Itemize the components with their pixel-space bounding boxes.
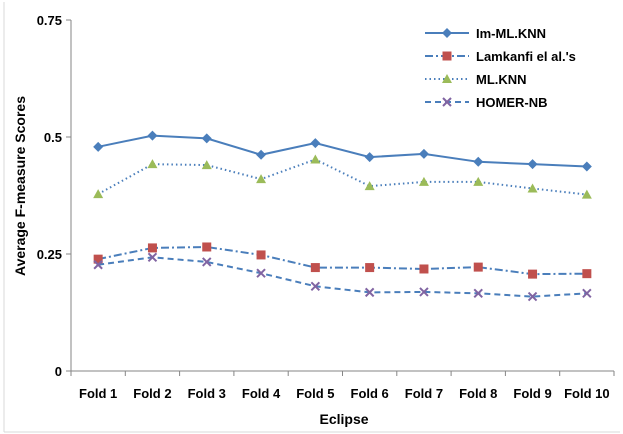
data-point (93, 260, 103, 270)
data-point (418, 176, 429, 186)
data-point (201, 160, 212, 170)
y-tick-label: 0 (55, 364, 62, 379)
data-point (582, 288, 592, 299)
data-point (527, 183, 538, 193)
data-point (419, 264, 429, 274)
data-point (201, 133, 212, 144)
series-line (98, 256, 587, 298)
data-point (418, 148, 429, 159)
legend-swatch-marker (442, 97, 452, 107)
legend-entry-1: Im-ML.KNN (425, 26, 546, 41)
data-point (364, 287, 375, 298)
data-point (528, 269, 538, 279)
x-tick-label: Fold 2 (133, 386, 171, 401)
data-point (364, 181, 375, 191)
legend-label: Im-ML.KNN (476, 26, 546, 41)
series-1 (93, 130, 592, 172)
legend-label: ML.KNN (476, 72, 527, 87)
data-point (310, 138, 321, 149)
data-point (582, 269, 592, 279)
legend-entry-3: ML.KNN (425, 72, 527, 87)
x-tick-label: Fold 6 (351, 386, 389, 401)
data-point (527, 291, 538, 302)
legend-swatch-marker (442, 74, 452, 83)
y-tick-label: 0.5 (44, 130, 62, 145)
series-line (97, 158, 587, 196)
data-point (147, 130, 158, 141)
series-layer (93, 130, 592, 302)
axes: 0 0.25 0.5 0.75 Fold 1 Fold 2 Fold 3 Fold 4 Fold… (37, 13, 615, 401)
data-point (147, 159, 158, 169)
y-tick-label: 0.25 (37, 247, 62, 262)
data-point (93, 254, 103, 264)
series-3 (93, 154, 592, 199)
series-4 (93, 252, 592, 302)
data-point (147, 252, 158, 262)
series-2 (93, 242, 592, 279)
data-point (256, 268, 266, 278)
data-point (581, 189, 592, 199)
data-point (473, 262, 483, 272)
legend-label: Lamkanfi el al.'s (476, 49, 576, 64)
legend-entry-4: HOMER-NB (425, 95, 548, 110)
data-point (256, 250, 266, 260)
legend-label: HOMER-NB (476, 95, 548, 110)
series-line (97, 134, 587, 168)
data-point (473, 288, 483, 299)
data-point (93, 141, 104, 152)
data-point (310, 263, 320, 273)
data-point (364, 152, 375, 163)
data-point (310, 154, 321, 164)
x-tick-label: Fold 9 (513, 386, 551, 401)
y-axis-title: Average F-measure Scores (12, 96, 28, 276)
x-tick-label: Fold 4 (242, 386, 281, 401)
data-point (473, 176, 484, 186)
data-point (256, 149, 267, 160)
legend-swatch-marker (442, 51, 452, 61)
x-tick-label: Fold 5 (296, 386, 334, 401)
data-point (527, 159, 538, 170)
x-tick-label: Fold 8 (459, 386, 497, 401)
data-point (147, 243, 157, 253)
series-line (97, 245, 587, 276)
data-point (581, 161, 592, 172)
data-point (310, 281, 321, 291)
data-point (202, 242, 212, 252)
legend-entry-2: Lamkanfi el al.'s (425, 49, 576, 64)
x-axis-title: Eclipse (319, 411, 368, 427)
x-tick-label: Fold 3 (188, 386, 226, 401)
x-tick-label: Fold 10 (564, 386, 610, 401)
legend: Im-ML.KNN Lamkanfi el al.'s ML.KNN HOMER-NB (425, 26, 576, 110)
data-point (419, 287, 429, 297)
data-point (202, 257, 212, 267)
x-tick-label: Fold 1 (79, 386, 117, 401)
legend-swatch-marker (442, 28, 452, 38)
data-point (473, 156, 484, 167)
y-tick-label: 0.75 (37, 13, 62, 28)
data-point (93, 189, 104, 199)
x-tick-label: Fold 7 (405, 386, 443, 401)
data-point (365, 263, 375, 273)
data-point (256, 174, 267, 184)
